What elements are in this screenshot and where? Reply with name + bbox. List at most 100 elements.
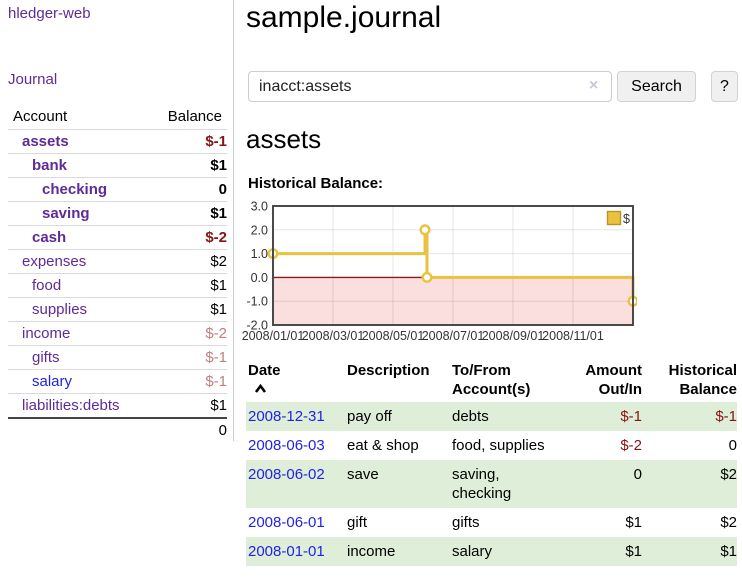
account-row: cash $-2 — [8, 225, 227, 250]
date-column-header[interactable]: Date — [246, 360, 345, 402]
sidebar: hledger-web Journal Account Balance asse… — [0, 0, 234, 441]
account-link-checking[interactable]: checking — [42, 181, 108, 198]
account-row: saving $1 — [8, 201, 227, 226]
account-link-gifts[interactable]: gifts — [32, 349, 60, 366]
transaction-accounts: salary — [452, 543, 493, 560]
balance-column-header: Balance — [167, 108, 222, 125]
account-link-expenses[interactable]: expenses — [22, 253, 87, 270]
y-tick-label: 1.0 — [251, 247, 268, 261]
amount-column-header: Amount Out/In — [570, 360, 642, 402]
transaction-amount: $1 — [625, 543, 642, 560]
account-balance: $1 — [210, 205, 227, 222]
y-tick-label: 3.0 — [251, 201, 268, 214]
sidebar-item-journal[interactable]: Journal — [8, 71, 58, 88]
x-axis-tick-labels: 2008/01/01 2008/03/01 2008/05/01 2008/07… — [242, 329, 604, 343]
transaction-description: eat & shop — [347, 437, 419, 454]
help-button[interactable]: ? — [711, 71, 738, 102]
transaction-balance: $-1 — [715, 408, 737, 425]
transaction-date-link[interactable]: 2008-01-01 — [248, 543, 325, 560]
x-tick-label: 2008/03/01 — [302, 329, 365, 343]
account-row: assets $-1 — [8, 129, 227, 154]
historical-balance-chart[interactable]: $ 3.0 2.0 1.0 0.0 -1.0 -2.0 2008/01/01 2… — [237, 201, 637, 351]
x-tick-label: 2008/09/01 — [482, 329, 545, 343]
account-balance: $1 — [210, 157, 227, 174]
account-page-title: assets — [246, 124, 322, 154]
search-input[interactable] — [248, 71, 612, 102]
balance-column-header: Historical Balance — [642, 360, 737, 402]
transaction-balance: 0 — [728, 437, 737, 454]
transaction-accounts: saving, checking — [452, 466, 512, 502]
balance-header-line2: Balance — [679, 381, 737, 398]
transaction-accounts: gifts — [452, 514, 480, 531]
y-tick-label: 0.0 — [251, 271, 268, 285]
register-row: 2008-12-31 pay off debts $-1 $-1 — [246, 402, 737, 431]
register-row: 2008-06-03 eat & shop food, supplies $-2… — [246, 431, 737, 460]
legend-swatch-icon — [606, 210, 622, 226]
account-link-salary[interactable]: salary — [32, 373, 73, 390]
account-link-assets[interactable]: assets — [22, 133, 69, 150]
account-row: checking 0 — [8, 177, 227, 202]
transaction-amount: $-2 — [620, 437, 642, 454]
account-row: food $1 — [8, 273, 227, 298]
account-row: income $-2 — [8, 321, 227, 346]
account-balance: $-1 — [205, 349, 227, 366]
accounts-header-line2: Account(s) — [452, 381, 531, 398]
account-row: expenses $2 — [8, 249, 227, 274]
x-tick-label: 2008/11/01 — [542, 329, 604, 343]
account-link-income[interactable]: income — [22, 325, 71, 342]
transaction-date-link[interactable]: 2008-06-01 — [248, 514, 325, 531]
y-tick-label: 2.0 — [251, 223, 268, 237]
account-balance: $-1 — [205, 133, 227, 150]
account-column-header: Account — [13, 108, 68, 125]
account-balance: $-1 — [205, 373, 227, 390]
account-link-supplies[interactable]: supplies — [32, 301, 88, 318]
transaction-balance: $1 — [720, 543, 737, 560]
chart-border — [272, 205, 634, 326]
date-header-label: Date — [248, 362, 281, 379]
account-balance: $2 — [210, 253, 227, 270]
account-balance: $1 — [210, 277, 227, 294]
description-column-header: Description — [347, 362, 430, 379]
account-link-liabilities-debts[interactable]: liabilities:debts — [22, 397, 120, 414]
accounts-balance-table: Account Balance assets $-1 bank $1 check… — [8, 105, 227, 442]
account-balance: $1 — [210, 397, 227, 414]
account-balance: 0 — [218, 181, 227, 198]
transaction-date-link[interactable]: 2008-06-03 — [248, 437, 325, 454]
page-title: sample.journal — [246, 1, 442, 34]
accounts-header-line1: To/From — [452, 362, 511, 379]
x-tick-label: 2008/07/01 — [422, 329, 485, 343]
account-link-cash[interactable]: cash — [32, 229, 67, 246]
account-row: gifts $-1 — [8, 345, 227, 370]
account-link-bank[interactable]: bank — [32, 157, 68, 174]
register-row: 2008-06-02 save saving, checking 0 $2 — [246, 460, 737, 508]
transaction-description: income — [347, 543, 396, 560]
register-row: 2008-01-01 income salary $1 $1 — [246, 537, 737, 566]
account-row: liabilities:debts $1 — [8, 393, 227, 419]
transaction-description: pay off — [347, 408, 392, 425]
transaction-balance: $2 — [720, 514, 737, 531]
register-table: Date Description To/From Account(s) Amou… — [246, 360, 737, 566]
chart-title: Historical Balance: — [248, 175, 384, 192]
y-tick-label: -2.0 — [246, 319, 268, 333]
account-row: salary $-1 — [8, 369, 227, 394]
transaction-date-link[interactable]: 2008-12-31 — [248, 408, 325, 425]
search-button[interactable]: Search — [617, 71, 696, 102]
transaction-date-link[interactable]: 2008-06-02 — [248, 466, 325, 483]
transaction-accounts: debts — [452, 408, 489, 425]
clear-search-icon[interactable]: × — [589, 77, 599, 94]
account-link-food[interactable]: food — [32, 277, 62, 294]
accounts-column-header: To/From Account(s) — [450, 360, 570, 402]
x-tick-label: 2008/01/01 — [242, 329, 305, 343]
transaction-amount: 0 — [633, 466, 642, 483]
balance-header-line1: Historical — [668, 362, 737, 379]
account-link-saving[interactable]: saving — [42, 205, 90, 222]
y-tick-label: -1.0 — [246, 295, 268, 309]
account-balance: $-2 — [205, 325, 227, 342]
accounts-total-value: 0 — [218, 422, 227, 439]
account-row: bank $1 — [8, 153, 227, 178]
transaction-description: save — [347, 466, 379, 483]
account-balance: $1 — [210, 301, 227, 318]
transaction-description: gift — [347, 514, 368, 531]
brand-link[interactable]: hledger-web — [8, 5, 91, 22]
y-axis-tick-labels: 3.0 2.0 1.0 0.0 -1.0 -2.0 — [246, 201, 268, 333]
